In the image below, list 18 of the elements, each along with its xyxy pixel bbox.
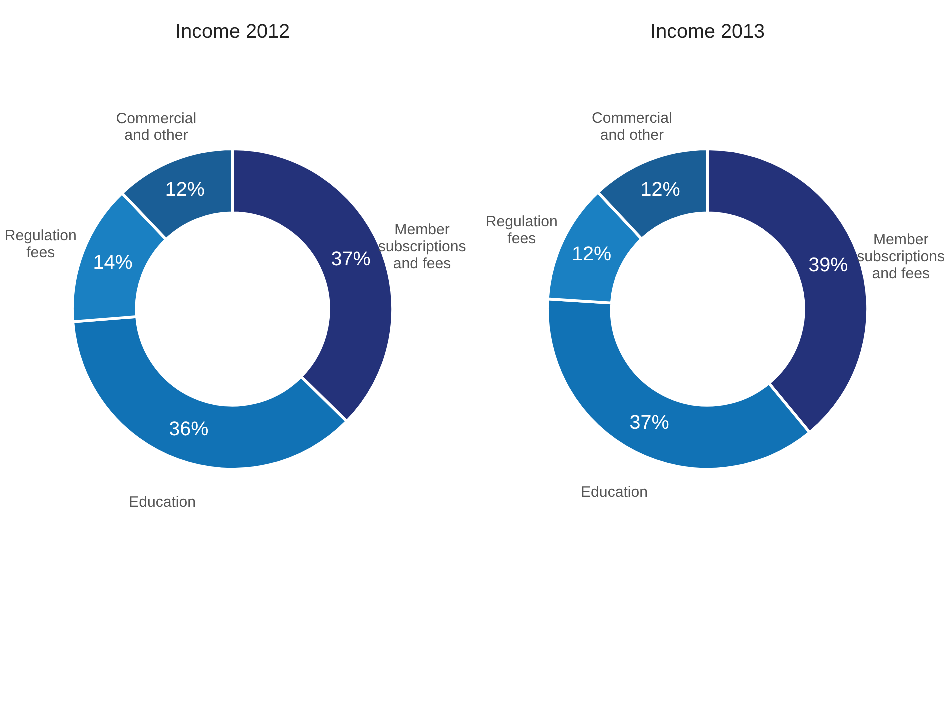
chart-title: Income 2012: [176, 20, 290, 43]
data-label: 36%: [169, 418, 209, 440]
slice-label: Commercial and other: [116, 110, 197, 144]
slice-label: Member subscriptions and fees: [378, 222, 466, 273]
data-label: 12%: [640, 178, 680, 201]
slice-label: Regulation fees: [486, 214, 558, 248]
slice-label: Commercial and other: [592, 110, 672, 144]
data-label: 12%: [165, 178, 205, 201]
data-label: 14%: [93, 252, 133, 274]
data-label: 39%: [808, 254, 848, 277]
data-label: 37%: [630, 412, 670, 434]
slice-label: Education: [129, 494, 196, 512]
data-label: 37%: [331, 248, 371, 270]
slice-label: Regulation fees: [4, 228, 77, 262]
slice-label: Member subscriptions and fees: [857, 231, 946, 282]
chart-title: Income 2013: [650, 20, 765, 43]
data-label: 12%: [572, 243, 612, 266]
slice-label: Education: [581, 484, 648, 502]
